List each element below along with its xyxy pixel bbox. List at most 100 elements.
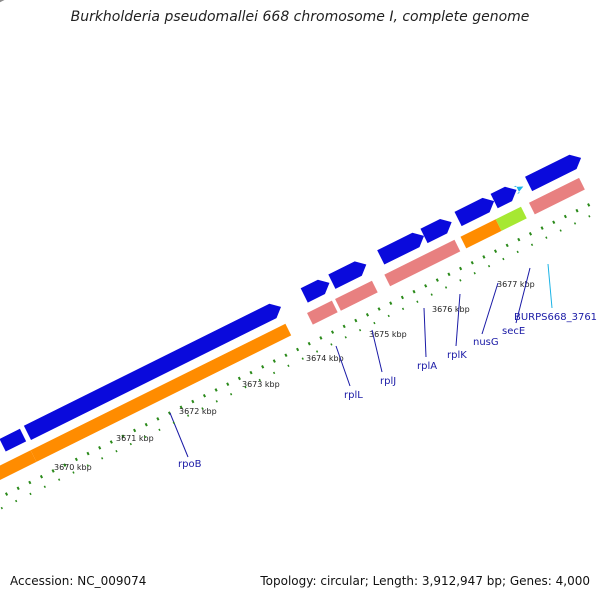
gc-skew-mark <box>416 300 419 303</box>
scale-tick <box>63 463 67 467</box>
scale-tick <box>482 255 486 259</box>
gene-bar <box>495 206 527 231</box>
gc-skew-mark <box>144 435 147 439</box>
scale-tick <box>447 272 451 277</box>
gc-skew-mark <box>559 229 562 232</box>
gene-label: rplK <box>447 350 467 361</box>
gc-skew-mark <box>186 414 190 417</box>
gc-skew-mark <box>487 264 491 268</box>
scale-tick <box>563 214 567 219</box>
scale-tick <box>4 492 9 496</box>
scale-tick <box>16 486 20 491</box>
cds-arrow <box>454 197 495 227</box>
gc-skew-mark <box>72 471 75 474</box>
scale-tick <box>249 370 253 375</box>
gc-skew-mark <box>287 364 290 368</box>
gc-skew-mark <box>444 286 448 289</box>
scale-tick <box>575 208 579 213</box>
map-title: Burkholderia pseudomallei 668 chromosome… <box>70 9 530 25</box>
scale-label: 3676 kbp <box>432 305 470 314</box>
gc-skew-mark <box>258 378 261 382</box>
scale-tick <box>121 434 125 439</box>
leader-line <box>169 412 189 458</box>
gene-label: secE <box>502 326 525 337</box>
scale-tick <box>296 347 300 352</box>
scale-tick <box>342 324 346 329</box>
scale-tick <box>156 417 160 421</box>
scale-tick <box>319 336 323 340</box>
gc-skew-mark <box>373 321 376 325</box>
gc-skew-mark <box>330 343 333 346</box>
gc-skew-mark <box>358 328 362 332</box>
leader-line <box>371 329 383 373</box>
cds-arrow <box>0 428 27 452</box>
accession-label: Accession: NC_009074 <box>10 574 147 588</box>
gc-skew-mark <box>272 371 276 375</box>
scale-tick <box>39 474 44 479</box>
cds-arrow <box>377 232 425 265</box>
scale-tick <box>505 243 509 248</box>
gc-skew-mark <box>401 307 405 311</box>
scale-tick <box>400 295 404 300</box>
scale-tick <box>98 446 102 450</box>
gene-bar <box>0 450 37 481</box>
trna-arrow <box>513 185 524 195</box>
scale-label: 3671 kbp <box>116 434 154 443</box>
gene-label: BURPS668_3761 <box>514 312 597 323</box>
gc-skew-mark <box>530 243 534 247</box>
scale-tick <box>470 260 474 265</box>
leader-line <box>423 307 427 358</box>
scale-tick <box>284 353 288 358</box>
scale-label: 3674 kbp <box>306 354 344 363</box>
scale-tick <box>307 341 311 346</box>
scale-tick <box>540 226 544 230</box>
cds-arrow <box>300 279 330 303</box>
gc-skew-mark <box>201 407 204 410</box>
scale-label: 3670 kbp <box>54 463 92 472</box>
scale-tick <box>528 232 533 236</box>
scale-tick <box>133 428 137 433</box>
scale-tick <box>179 405 183 410</box>
scale-tick <box>51 469 55 473</box>
gene-bar <box>384 239 461 287</box>
scale-tick <box>493 249 498 253</box>
scale-tick <box>459 266 463 271</box>
gc-skew-mark <box>215 400 218 403</box>
gc-skew-mark <box>58 478 61 481</box>
scale-label: 3672 kbp <box>179 407 217 416</box>
scale-tick <box>424 284 428 288</box>
scale-tick <box>261 365 265 369</box>
gc-skew-mark <box>516 250 519 254</box>
scale-tick <box>109 440 113 444</box>
cds-arrow <box>490 186 517 209</box>
cds-arrow <box>328 261 367 289</box>
scale-tick <box>377 307 381 311</box>
scale-tick <box>191 399 195 404</box>
gc-skew-mark <box>545 236 548 239</box>
gc-skew-mark <box>301 357 304 360</box>
scale-tick <box>144 422 148 427</box>
gc-skew-mark <box>387 314 390 318</box>
scale-label: 3673 kbp <box>242 380 280 389</box>
gene-bar <box>460 219 502 249</box>
scale-tick <box>365 313 370 317</box>
gc-skew-mark <box>29 492 32 496</box>
scale-tick <box>214 388 218 392</box>
leader-line <box>481 282 499 335</box>
gc-skew-mark <box>101 457 104 460</box>
scale-tick <box>237 376 241 381</box>
scale-tick <box>330 330 335 334</box>
gc-skew-mark <box>459 279 462 282</box>
gc-skew-mark <box>0 506 3 510</box>
gc-skew-mark <box>15 499 18 503</box>
scale-tick <box>86 451 90 456</box>
cds-arrow <box>525 154 582 192</box>
scale-label: 3675 kbp <box>369 330 407 339</box>
scale-tick <box>272 359 276 363</box>
gc-skew-mark <box>588 215 591 218</box>
gc-skew-mark <box>315 350 319 353</box>
gc-skew-mark <box>43 485 46 489</box>
gene-bar <box>335 280 378 311</box>
gc-skew-mark <box>430 293 433 296</box>
